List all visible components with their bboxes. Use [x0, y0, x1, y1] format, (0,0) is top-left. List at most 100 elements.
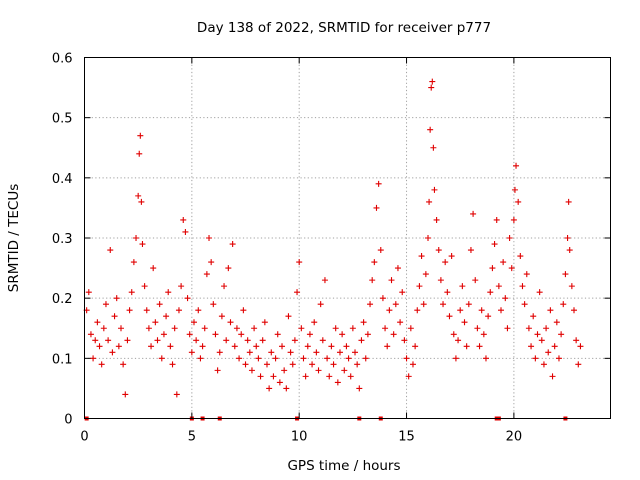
- data-point: [107, 247, 114, 254]
- data-point: [195, 307, 202, 314]
- x-tick-label: 0: [80, 430, 88, 445]
- data-point: [532, 355, 539, 362]
- data-point: [300, 355, 307, 362]
- data-point: [315, 367, 322, 374]
- data-point: [276, 379, 283, 386]
- data-point: [306, 331, 313, 338]
- data-point: [334, 379, 341, 386]
- data-point: [528, 343, 535, 350]
- data-point: [85, 289, 92, 296]
- data-point: [130, 259, 137, 266]
- data-point: [390, 331, 397, 338]
- data-point: [216, 349, 223, 356]
- data-point: [358, 337, 365, 344]
- data-point: [384, 343, 391, 350]
- data-point: [186, 331, 193, 338]
- data-point: [367, 301, 374, 308]
- data-point: [171, 325, 178, 332]
- data-point: [136, 150, 143, 157]
- data-point: [508, 265, 515, 272]
- x-tick-label: 20: [506, 430, 523, 445]
- data-point: [92, 337, 99, 344]
- data-point: [435, 247, 442, 254]
- data-point: [442, 259, 449, 266]
- data-point: [433, 216, 440, 223]
- data-point: [551, 343, 558, 350]
- y-tick-label: 0.5: [52, 112, 73, 127]
- data-point: [87, 331, 94, 338]
- axis-ticks: [84, 57, 611, 419]
- data-point: [100, 325, 107, 332]
- data-point: [309, 361, 316, 368]
- data-point: [397, 319, 404, 326]
- data-point: [491, 241, 498, 248]
- data-point: [150, 265, 157, 272]
- data-point: [291, 337, 298, 344]
- data-point: [375, 180, 382, 187]
- data-point: [253, 343, 260, 350]
- data-point: [482, 355, 489, 362]
- x-tick-label: 15: [398, 430, 415, 445]
- data-point: [302, 373, 309, 380]
- data-point: [135, 192, 142, 199]
- data-point: [229, 241, 236, 248]
- data-point: [272, 355, 279, 362]
- data-point: [225, 265, 232, 272]
- data-point: [506, 235, 513, 241]
- data-point: [446, 313, 453, 320]
- data-point: [500, 259, 507, 266]
- data-point: [562, 271, 569, 278]
- data-point: [208, 259, 215, 266]
- tick-labels: 0 0.1 0.2 0.3 0.4 0.5 0.6 0 5 10 15 20: [52, 52, 522, 445]
- data-point: [545, 349, 552, 356]
- data-point: [328, 343, 335, 350]
- data-point: [362, 355, 369, 362]
- data-point: [360, 319, 367, 326]
- y-tick-label: 0.4: [52, 172, 73, 187]
- data-point: [422, 271, 429, 278]
- data-point: [459, 283, 466, 290]
- data-point: [513, 162, 520, 169]
- data-point: [371, 259, 378, 266]
- data-point: [244, 337, 251, 344]
- data-point: [96, 343, 103, 350]
- data-point: [465, 301, 472, 308]
- data-point: [577, 343, 584, 350]
- data-point: [285, 313, 292, 320]
- data-point: [555, 355, 562, 362]
- chart-title: Day 138 of 2022, SRMTID for receiver p77…: [197, 20, 491, 36]
- data-point: [128, 289, 135, 296]
- y-tick-label: 0: [64, 413, 72, 428]
- data-point: [349, 325, 356, 332]
- data-point: [160, 331, 167, 338]
- data-point: [227, 319, 234, 326]
- data-point: [304, 343, 311, 350]
- data-point: [416, 283, 423, 290]
- data-point: [470, 210, 477, 217]
- data-point: [568, 283, 575, 290]
- data-point: [115, 343, 122, 350]
- data-point: [565, 198, 572, 205]
- data-point: [279, 343, 286, 350]
- data-point: [117, 325, 124, 332]
- data-point: [401, 337, 408, 344]
- data-point: [203, 271, 210, 278]
- data-point: [143, 307, 150, 314]
- data-point: [246, 349, 253, 356]
- data-point: [287, 349, 294, 356]
- data-point: [98, 361, 105, 368]
- data-point: [364, 331, 371, 338]
- data-point: [332, 325, 339, 332]
- data-point: [319, 337, 326, 344]
- data-point: [444, 289, 451, 296]
- data-point: [193, 337, 200, 344]
- data-point: [274, 331, 281, 338]
- data-point: [427, 126, 434, 133]
- data-point: [238, 331, 245, 338]
- data-point: [190, 319, 197, 326]
- data-point: [201, 325, 208, 332]
- data-point: [428, 84, 435, 91]
- data-point: [214, 367, 221, 374]
- data-point: [231, 343, 238, 350]
